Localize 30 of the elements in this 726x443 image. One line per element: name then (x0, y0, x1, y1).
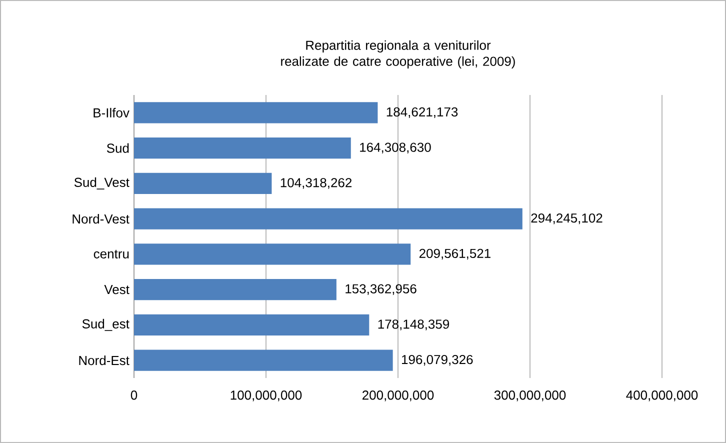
data-label: 294,245,102 (531, 213, 602, 224)
bar (134, 172, 272, 194)
bar (134, 314, 370, 336)
y-tick-label: Nord-Vest (72, 214, 130, 224)
chart-title: Repartitia regionala a veniturilor realizate de catre cooperative (lei, 2009) (281, 40, 515, 68)
y-tick-label: Nord-Est (79, 356, 130, 366)
data-label: 164,308,630 (360, 142, 431, 154)
y-tick-label: Sud_Vest (74, 177, 130, 190)
bar (134, 208, 522, 230)
bar (134, 244, 411, 265)
data-label: 196,079,326 (402, 354, 473, 366)
data-label: 104,318,262 (280, 178, 352, 189)
bar (134, 278, 336, 300)
bar (134, 350, 393, 371)
x-tick-label: 200,000,000 (362, 390, 434, 402)
y-tick-label: Sud_est (82, 318, 130, 331)
data-label: 178,148,359 (378, 320, 450, 330)
x-tick-label: 0 (130, 390, 138, 400)
x-tick-label: 100,000,000 (230, 390, 302, 402)
data-label: 153,362,956 (346, 284, 416, 295)
data-label: 184,621,173 (386, 107, 458, 118)
data-label: 209,561,521 (419, 248, 490, 260)
bar (134, 102, 378, 124)
x-tick-label: 400,000,000 (626, 390, 698, 402)
y-tick-label: B-Ilfov (94, 108, 130, 118)
x-tick-label: 300,000,000 (494, 390, 566, 402)
y-tick-label: Sud (106, 143, 129, 153)
y-tick-label: Vest (104, 285, 130, 294)
bar (134, 137, 351, 159)
y-tick-label: centru (94, 250, 129, 258)
